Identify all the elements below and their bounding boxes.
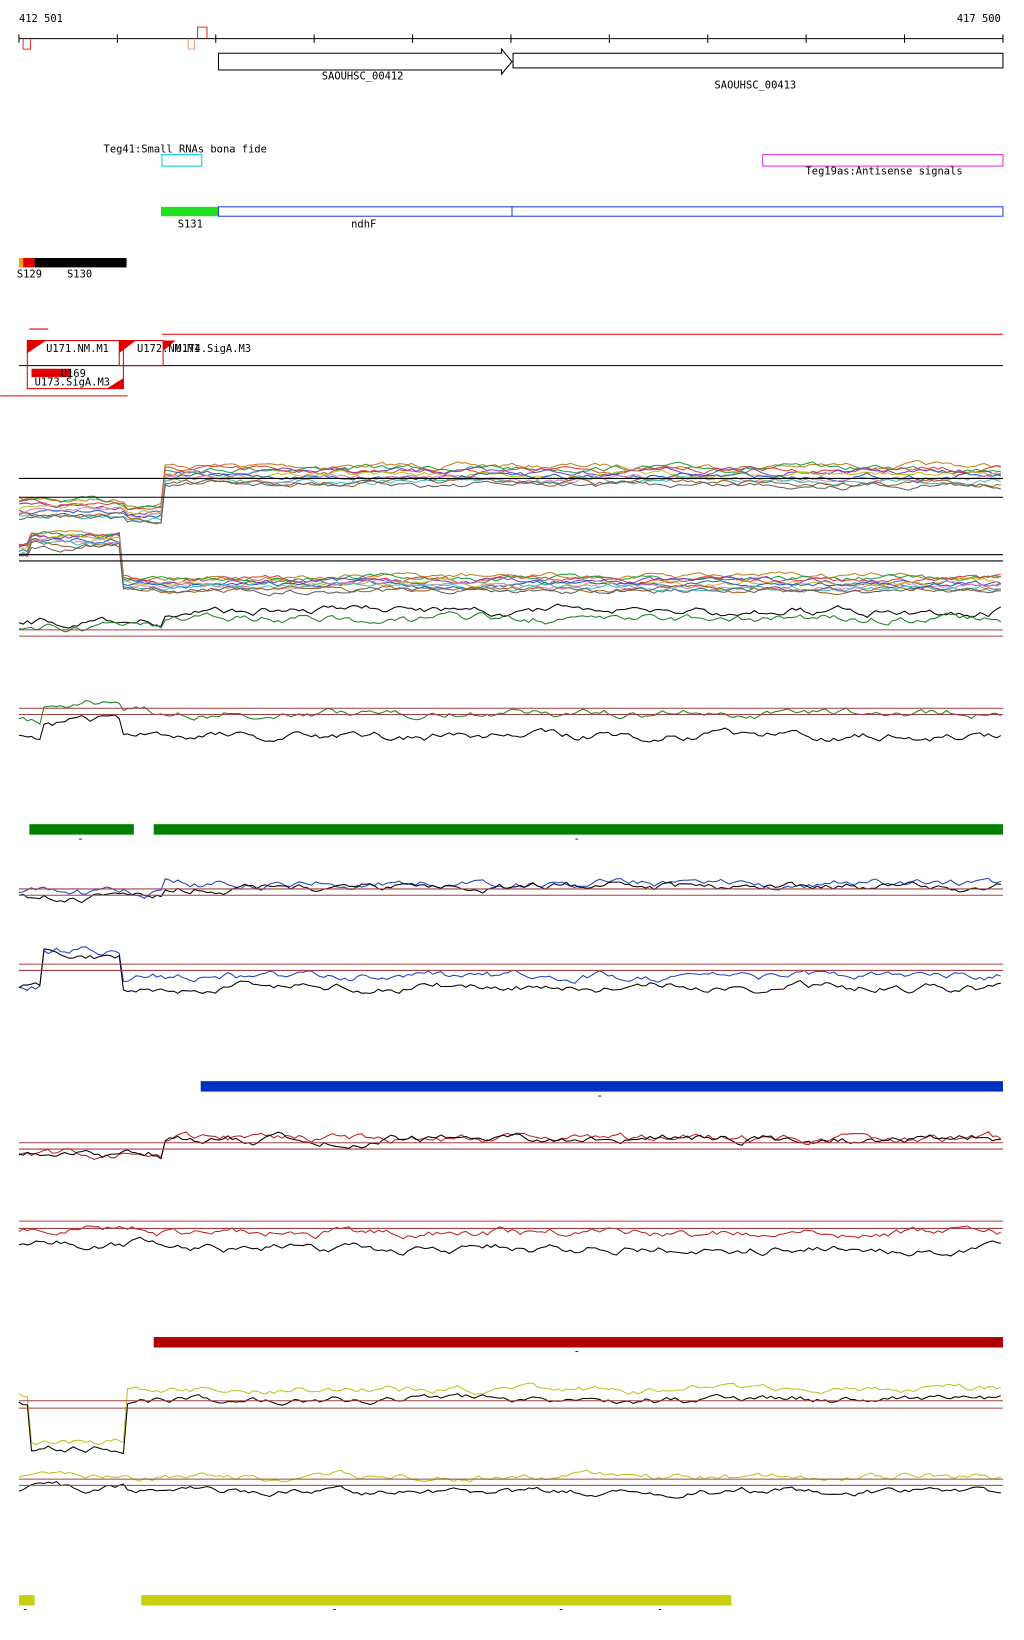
trace <box>18 1236 1002 1257</box>
trace <box>18 479 1002 524</box>
strand-label: - <box>574 1346 580 1358</box>
expression-traces <box>18 459 1003 1499</box>
gene-mark <box>22 38 31 50</box>
trace <box>18 881 1001 904</box>
trace <box>18 1225 1002 1240</box>
segment-label: S130 <box>67 269 92 281</box>
axis-end: 417 500 <box>957 13 1001 25</box>
trace <box>18 1131 1001 1160</box>
strand-label: - <box>558 1604 564 1616</box>
trace <box>18 1382 1001 1446</box>
axis-ticks <box>18 34 1004 43</box>
promoter-label: U174.SigA.M3 <box>176 343 251 355</box>
promoter-box <box>26 340 124 390</box>
trace <box>18 714 1002 743</box>
trace <box>18 603 1002 629</box>
segment <box>511 206 1004 217</box>
trace <box>18 946 1002 991</box>
segment-label: S131 <box>178 219 203 231</box>
gene-label: SAOUHSC_00412 <box>322 70 404 82</box>
trace <box>18 537 1002 593</box>
trace <box>18 540 1001 593</box>
trace <box>18 459 1002 509</box>
segment <box>23 258 35 268</box>
strand-label: - <box>22 1604 28 1616</box>
segment-bar <box>29 824 134 835</box>
segment <box>34 258 127 268</box>
segment <box>217 206 513 217</box>
strand-label: - <box>77 833 83 845</box>
promoter-label: U173.SigA.M3 <box>35 376 110 388</box>
trace <box>18 1393 1002 1455</box>
strand-label: - <box>597 1090 603 1102</box>
feature-box <box>762 154 1004 167</box>
trace <box>18 700 1002 725</box>
coordinate-axis <box>18 26 1004 50</box>
promoter-label: U171.NM.M1 <box>46 343 109 355</box>
segment <box>18 258 24 268</box>
segment-label: S129 <box>17 269 42 281</box>
feature-label: Teg19as:Antisense signals <box>806 165 963 177</box>
strand-label: - <box>574 833 580 845</box>
trace <box>18 461 1001 510</box>
segment <box>161 206 219 217</box>
trace <box>18 1481 1001 1499</box>
trace <box>18 475 1002 522</box>
trace <box>18 1131 1002 1160</box>
segment-bar <box>200 1081 1003 1092</box>
trace <box>18 476 1001 525</box>
segment-bar <box>153 824 1003 835</box>
segment-bars: - - - - - - - - <box>18 824 1003 1616</box>
trace <box>18 466 1002 516</box>
feature-box <box>161 154 203 167</box>
trace <box>18 611 1002 633</box>
trace <box>18 1469 1002 1483</box>
gene-box <box>512 52 1004 69</box>
trace <box>18 543 1001 597</box>
feature-label: Teg41:Small RNAs bona fide <box>104 143 267 155</box>
segment-bar <box>141 1595 732 1606</box>
trace <box>18 530 1001 582</box>
promoter-block <box>31 368 72 378</box>
trace <box>18 531 1002 585</box>
promoter-label: U169 <box>61 368 86 380</box>
gene-mark <box>197 26 208 39</box>
trace <box>18 877 1002 899</box>
promoter-label: U172.NM.M1 <box>137 343 200 355</box>
segment-bar <box>18 1595 35 1606</box>
trace <box>18 474 1001 519</box>
promoter-track <box>0 328 1003 397</box>
trace <box>18 948 1001 994</box>
strand-label: - <box>657 1604 663 1616</box>
segment-label: ndhF <box>351 219 376 231</box>
trace <box>18 468 1002 516</box>
gene-mark <box>187 38 195 50</box>
segment-bar <box>153 1337 1003 1348</box>
gene-arrow <box>217 47 513 76</box>
axis-start: 412 501 <box>19 13 63 25</box>
strand-label: - <box>331 1604 337 1616</box>
gene-label: SAOUHSC_00413 <box>715 80 797 92</box>
